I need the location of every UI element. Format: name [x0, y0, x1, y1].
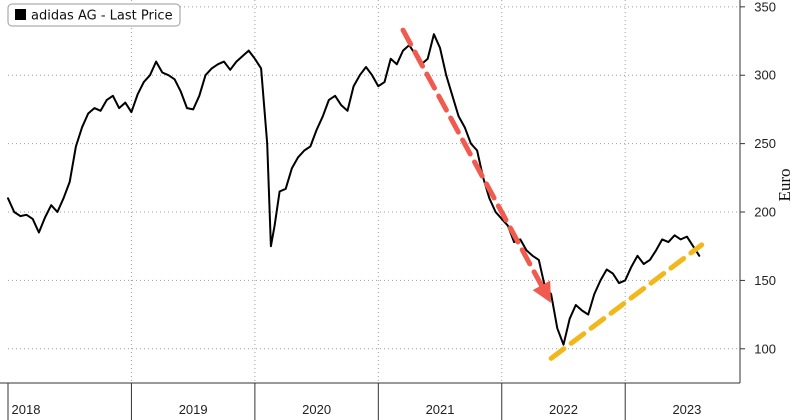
- y-tick-label: 300: [754, 68, 776, 83]
- x-tick-labels: 2018 2019 2020 2021 2022 2023: [12, 402, 702, 417]
- x-tick-label: 2019: [179, 402, 208, 417]
- x-tick-label: 2018: [12, 402, 41, 417]
- plot-series: [7, 33, 701, 346]
- y-tick-label: 250: [754, 136, 776, 151]
- legend-box: [7, 3, 181, 27]
- y-tick-label: 200: [754, 205, 776, 220]
- y-tick-label: 150: [754, 273, 776, 288]
- y-tick-labels: 100 150 200 250 300 350: [754, 0, 776, 356]
- uptrend-line: [548, 242, 705, 361]
- downtrend-arrow: [400, 27, 551, 303]
- x-tick-label: 2021: [426, 402, 455, 417]
- annotation-layer: [400, 27, 705, 361]
- legend: adidas AG - Last Price: [7, 3, 181, 27]
- y-axis-title: Euro: [775, 168, 794, 201]
- y-tick-label: 100: [754, 341, 776, 356]
- y-tick-label: 350: [754, 0, 776, 14]
- legend-label: adidas AG - Last Price: [31, 9, 173, 24]
- x-tick-label: 2023: [672, 402, 701, 417]
- axes: [0, 0, 745, 420]
- x-tick-label: 2022: [549, 402, 578, 417]
- price-line: [7, 33, 701, 346]
- x-tick-label: 2020: [302, 402, 331, 417]
- legend-swatch: [15, 9, 26, 20]
